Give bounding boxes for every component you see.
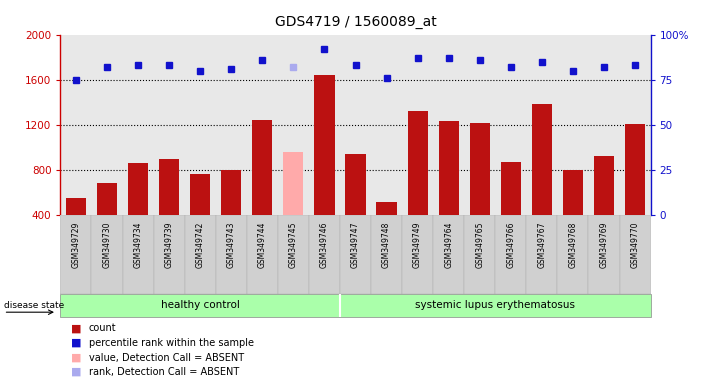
Bar bbox=[252, 120, 272, 215]
Text: GSM349748: GSM349748 bbox=[382, 221, 391, 268]
Text: ■: ■ bbox=[71, 323, 82, 333]
Text: GSM349729: GSM349729 bbox=[72, 221, 80, 268]
Bar bbox=[340, 215, 371, 294]
Bar bbox=[159, 159, 179, 215]
Text: ■: ■ bbox=[71, 338, 82, 348]
Bar bbox=[563, 170, 583, 215]
Text: GSM349770: GSM349770 bbox=[631, 221, 639, 268]
Text: percentile rank within the sample: percentile rank within the sample bbox=[89, 338, 254, 348]
Text: GSM349768: GSM349768 bbox=[568, 221, 577, 268]
Bar bbox=[526, 215, 557, 294]
Text: ■: ■ bbox=[71, 367, 82, 377]
Bar bbox=[594, 156, 614, 215]
Bar bbox=[589, 215, 619, 294]
Bar bbox=[60, 215, 92, 294]
Bar bbox=[557, 215, 589, 294]
Bar bbox=[283, 152, 304, 215]
Text: GSM349764: GSM349764 bbox=[444, 221, 453, 268]
Bar bbox=[402, 215, 433, 294]
Bar bbox=[154, 215, 185, 294]
Text: disease state: disease state bbox=[4, 301, 64, 310]
Bar bbox=[92, 215, 122, 294]
Bar bbox=[122, 215, 154, 294]
Bar bbox=[371, 215, 402, 294]
Text: GSM349744: GSM349744 bbox=[258, 221, 267, 268]
Text: GSM349765: GSM349765 bbox=[475, 221, 484, 268]
Bar bbox=[215, 215, 247, 294]
Bar bbox=[190, 174, 210, 215]
Text: GSM349742: GSM349742 bbox=[196, 221, 205, 268]
Bar bbox=[278, 215, 309, 294]
Bar bbox=[346, 154, 365, 215]
Bar bbox=[619, 215, 651, 294]
Text: ■: ■ bbox=[71, 353, 82, 362]
Text: value, Detection Call = ABSENT: value, Detection Call = ABSENT bbox=[89, 353, 244, 362]
Bar bbox=[496, 215, 526, 294]
Text: GSM349747: GSM349747 bbox=[351, 221, 360, 268]
Text: GSM349730: GSM349730 bbox=[102, 221, 112, 268]
Bar bbox=[433, 215, 464, 294]
Bar bbox=[221, 170, 241, 215]
Bar bbox=[128, 163, 148, 215]
Bar bbox=[501, 162, 521, 215]
Bar bbox=[407, 111, 428, 215]
Bar bbox=[309, 215, 340, 294]
Bar bbox=[314, 75, 335, 215]
Text: GSM349739: GSM349739 bbox=[165, 221, 173, 268]
Text: healthy control: healthy control bbox=[161, 300, 240, 310]
Text: GSM349745: GSM349745 bbox=[289, 221, 298, 268]
Bar bbox=[464, 215, 496, 294]
Bar bbox=[439, 121, 459, 215]
Text: GDS4719 / 1560089_at: GDS4719 / 1560089_at bbox=[274, 15, 437, 29]
Text: GSM349766: GSM349766 bbox=[506, 221, 515, 268]
Text: GSM349734: GSM349734 bbox=[134, 221, 143, 268]
Bar bbox=[625, 124, 645, 215]
Text: GSM349767: GSM349767 bbox=[538, 221, 546, 268]
Text: systemic lupus erythematosus: systemic lupus erythematosus bbox=[415, 300, 575, 310]
Text: rank, Detection Call = ABSENT: rank, Detection Call = ABSENT bbox=[89, 367, 239, 377]
Text: GSM349769: GSM349769 bbox=[599, 221, 609, 268]
Bar bbox=[376, 202, 397, 215]
Text: GSM349743: GSM349743 bbox=[227, 221, 236, 268]
Text: count: count bbox=[89, 323, 117, 333]
Bar bbox=[532, 104, 552, 215]
Bar bbox=[66, 198, 86, 215]
Bar bbox=[247, 215, 278, 294]
Bar bbox=[185, 215, 215, 294]
Text: GSM349746: GSM349746 bbox=[320, 221, 329, 268]
Bar bbox=[97, 184, 117, 215]
Text: GSM349749: GSM349749 bbox=[413, 221, 422, 268]
Bar bbox=[470, 122, 490, 215]
